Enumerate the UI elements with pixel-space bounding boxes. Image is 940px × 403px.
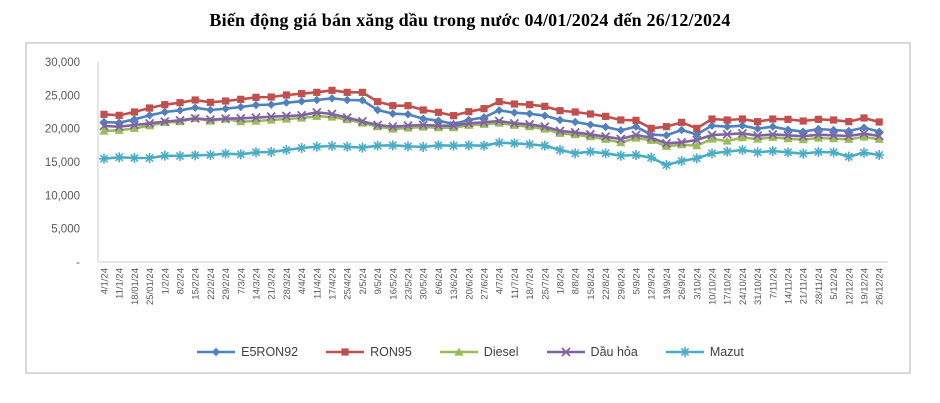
star-marker-icon xyxy=(665,347,704,357)
legend-label: RON95 xyxy=(370,345,412,359)
x-tick-label: 10/10/24 xyxy=(708,268,719,305)
y-axis-labels: - 5,000 10,000 15,000 20,000 25,000 30,000 xyxy=(45,57,80,269)
legend-item-E5RON92: E5RON92 xyxy=(196,345,298,359)
legend-label: Mazut xyxy=(709,345,744,359)
legend-item-Dầu hỏa: Dầu hỏa xyxy=(546,345,638,359)
legend-item-RON95: RON95 xyxy=(325,345,412,359)
series-RON95 xyxy=(100,86,883,132)
x-tick-label: 18/01/24 xyxy=(130,268,141,305)
x-tick-label: 9/5/24 xyxy=(373,268,384,294)
x-tick-label: 26/12/24 xyxy=(875,268,886,305)
x-tick-label: 20/6/24 xyxy=(464,268,475,300)
series-Mazut xyxy=(99,137,885,170)
x-tick-label: 4/4/24 xyxy=(297,268,308,294)
legend-label: E5RON92 xyxy=(241,345,299,359)
x-tick-label: 2/5/24 xyxy=(358,268,369,294)
x-tick-label: 23/5/24 xyxy=(404,268,415,300)
x-tick-label: 11/4/24 xyxy=(312,268,323,299)
series-Dầu hỏa xyxy=(99,107,884,148)
y-tick-label: 15,000 xyxy=(45,157,80,169)
x-tick-label: 24/10/24 xyxy=(738,268,749,305)
x-tick-label: 14/3/24 xyxy=(252,268,263,300)
x-tick-label: 13/6/24 xyxy=(449,268,460,300)
triangle-marker-icon xyxy=(439,347,478,356)
y-tick-label: 25,000 xyxy=(45,90,80,102)
x-axis-labels: 4/1/24 11/1/24 18/01/24 25/01/24 1/2/24 8/2/2… xyxy=(100,268,886,305)
x-tick-label: 7/11/24 xyxy=(768,268,779,299)
legend-label: Diesel xyxy=(483,345,519,359)
x-tick-label: 4/1/24 xyxy=(100,268,111,294)
y-tick-label: 20,000 xyxy=(45,124,80,136)
x-tick-label: 4/7/24 xyxy=(495,268,506,294)
x-tick-label: 15/8/24 xyxy=(586,268,597,300)
x-tick-label: 25/7/24 xyxy=(540,268,551,300)
x-tick-label: 29/8/24 xyxy=(616,268,627,300)
chart-legend: E5RON92 RON95 Diesel Dầu hỏa Mazut xyxy=(0,341,940,363)
x-tick-label: 11/1/24 xyxy=(115,268,126,299)
x-tick-label: 30/5/24 xyxy=(419,268,430,300)
x-tick-label: 28/11/24 xyxy=(814,268,825,304)
x-tick-label: 31/10/24 xyxy=(753,268,764,305)
legend-item-Mazut: Mazut xyxy=(665,345,744,359)
x-tick-label: 25/4/24 xyxy=(343,268,354,300)
y-tick-label: - xyxy=(76,257,80,269)
x-tick-label: 22/2/24 xyxy=(206,268,217,300)
x-tick-label: 12/9/24 xyxy=(647,268,658,300)
x-tick-label: 8/8/24 xyxy=(571,268,582,294)
x-tick-label: 27/6/24 xyxy=(480,268,491,300)
x-tick-label: 26/9/24 xyxy=(677,268,688,300)
x-tick-label: 12/12/24 xyxy=(844,268,855,305)
series-line-Diesel xyxy=(103,115,880,148)
y-tick-label: 30,000 xyxy=(45,57,80,69)
x-tick-label: 21/11/24 xyxy=(799,268,810,304)
x-tick-label: 1/2/24 xyxy=(160,268,171,294)
x-tick-label: 5/12/24 xyxy=(829,268,840,300)
square-marker-icon xyxy=(326,348,365,356)
series-line-E5RON92 xyxy=(103,97,880,137)
x-tick-label: 5/9/24 xyxy=(632,268,643,294)
x-tick-label: 19/12/24 xyxy=(860,268,871,305)
series-line-Mazut xyxy=(103,141,880,167)
x-tick-label: 19/9/24 xyxy=(662,268,673,300)
series-line-RON95 xyxy=(103,89,880,130)
x-tick-label: 17/4/24 xyxy=(328,268,339,300)
x-tick-label: 25/01/24 xyxy=(145,268,156,305)
legend-item-Diesel: Diesel xyxy=(439,345,519,359)
x-tick-label: 18/7/24 xyxy=(525,268,536,300)
x-tick-label: 21/3/24 xyxy=(267,268,278,300)
y-tick-label: 5,000 xyxy=(51,224,80,236)
diamond-marker-icon xyxy=(197,347,236,357)
x-tick-label: 11/7/24 xyxy=(510,268,521,299)
chart-frame xyxy=(25,42,911,374)
x-tick-label: 15/2/24 xyxy=(191,268,202,300)
axes xyxy=(97,62,888,263)
x-tick-label: 22/8/24 xyxy=(601,268,612,300)
x-tick-label: 8/2/24 xyxy=(176,268,187,294)
x-tick-label: 6/6/24 xyxy=(434,268,445,294)
series-line-Dầu hỏa xyxy=(103,111,880,145)
page-title: Biến động giá bán xăng dầu trong nước 04… xyxy=(209,10,731,30)
x-tick-label: 1/8/24 xyxy=(556,268,567,294)
legend-label: Dầu hỏa xyxy=(590,345,638,359)
x-tick-label: 7/3/24 xyxy=(236,268,247,294)
x-tick-label: 29/2/24 xyxy=(221,268,232,300)
x-tick-label: 14/11/24 xyxy=(784,268,795,304)
y-tick-label: 10,000 xyxy=(45,190,80,202)
x-tick-label: 16/5/24 xyxy=(388,268,399,300)
x-tick-label: 3/10/24 xyxy=(692,268,703,300)
x-marker-icon xyxy=(546,347,585,357)
x-tick-label: 28/3/24 xyxy=(282,268,293,300)
x-tick-label: 17/10/24 xyxy=(723,268,734,305)
